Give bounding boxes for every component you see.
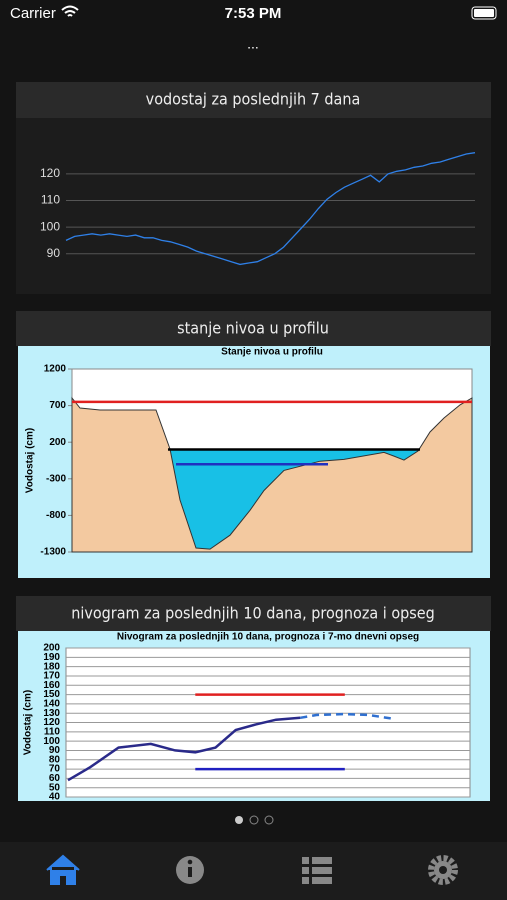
y-tick-label: 200 bbox=[49, 437, 66, 448]
info-tab[interactable] bbox=[176, 856, 204, 884]
y-tick-label: 200 bbox=[43, 643, 60, 654]
tab-bar bbox=[0, 842, 507, 900]
y-tick-label: 150 bbox=[43, 689, 60, 700]
line bbox=[65, 152, 476, 266]
page-dot[interactable] bbox=[235, 816, 243, 824]
card-title: nivogram za poslednjih 10 dana, prognoza… bbox=[71, 604, 435, 623]
list-tab[interactable] bbox=[302, 857, 332, 884]
settings-tab[interactable] bbox=[428, 855, 458, 885]
card-title: stanje nivoa u profilu bbox=[177, 319, 329, 338]
y-tick-label: 100 bbox=[43, 736, 60, 747]
y-axis-label: Vodostaj (cm) bbox=[23, 690, 34, 755]
y-tick-label: -800 bbox=[46, 510, 66, 521]
y-tick-label: 120 bbox=[40, 166, 60, 180]
carrier: Carrier bbox=[10, 5, 56, 22]
y-tick-label: 90 bbox=[47, 246, 61, 260]
card-header bbox=[16, 311, 491, 346]
y-tick-label: 140 bbox=[43, 699, 60, 710]
y-tick-label: 50 bbox=[49, 782, 61, 793]
home-tab[interactable] bbox=[46, 854, 80, 885]
y-tick-label: 700 bbox=[49, 400, 66, 411]
line bbox=[300, 712, 394, 721]
menu-button[interactable]: ... bbox=[247, 36, 259, 52]
y-tick-label: -1300 bbox=[40, 547, 66, 558]
y-tick-label: 40 bbox=[49, 792, 61, 803]
card-header bbox=[16, 82, 491, 118]
card-title: vodostaj za poslednjih 7 dana bbox=[146, 90, 361, 109]
y-tick-label: 60 bbox=[49, 773, 61, 784]
page-dot[interactable] bbox=[264, 815, 274, 825]
page-dot[interactable] bbox=[249, 815, 259, 825]
y-tick-label: 110 bbox=[44, 726, 61, 737]
y-tick-label: 120 bbox=[43, 717, 60, 728]
y-tick-label: 110 bbox=[41, 193, 60, 207]
y-tick-label: 90 bbox=[49, 745, 61, 756]
line bbox=[67, 716, 301, 782]
y-tick-label: -300 bbox=[46, 473, 66, 484]
clock: 7:53 PM bbox=[225, 5, 282, 22]
battery-level bbox=[474, 9, 494, 17]
wifi-icon bbox=[61, 5, 79, 17]
battery bbox=[471, 6, 497, 20]
y-tick-label: 1200 bbox=[44, 364, 67, 375]
y-tick-label: 170 bbox=[43, 671, 60, 682]
y-tick-label: 100 bbox=[40, 219, 60, 233]
card-header bbox=[16, 596, 491, 631]
y-tick-label: 130 bbox=[43, 708, 60, 719]
chart-title: Nivogram za poslednjih 10 dana, prognoza… bbox=[117, 632, 419, 643]
y-tick-label: 80 bbox=[49, 754, 61, 765]
y-tick-label: 180 bbox=[43, 661, 60, 672]
y-tick-label: 70 bbox=[49, 764, 61, 775]
y-tick-label: 160 bbox=[43, 680, 60, 691]
y-tick-label: 190 bbox=[43, 652, 60, 663]
y-axis-label: Vodostaj (cm) bbox=[25, 428, 36, 493]
chart-title: Stanje nivoa u profilu bbox=[221, 347, 323, 358]
